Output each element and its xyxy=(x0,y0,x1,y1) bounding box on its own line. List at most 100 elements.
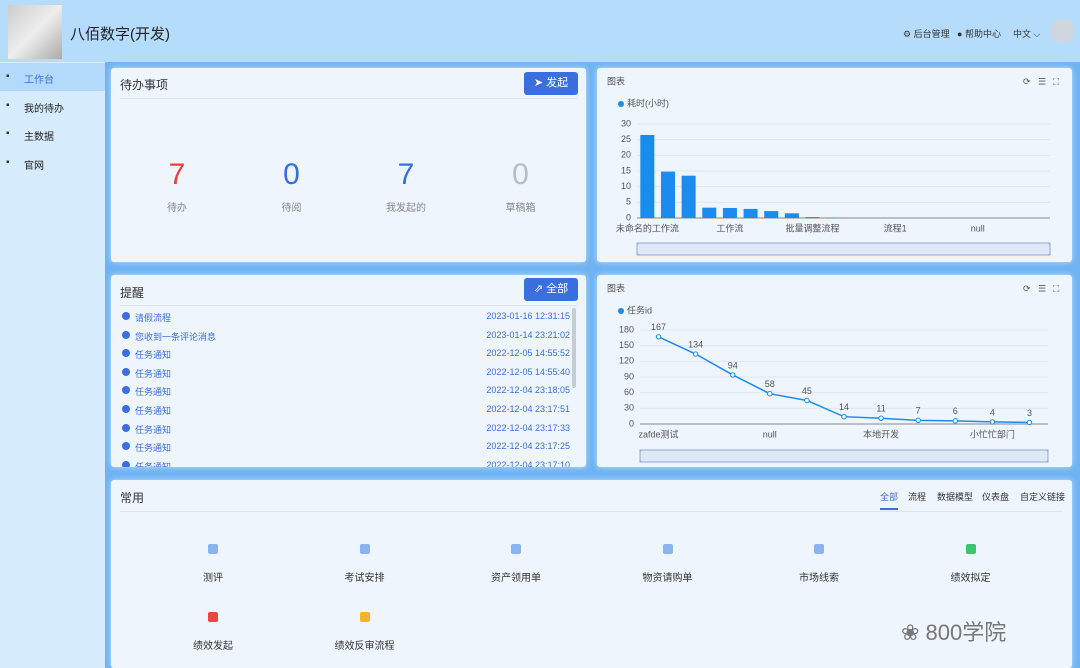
y-tick-label: 5 xyxy=(626,197,631,207)
zoom-handle[interactable] xyxy=(639,449,1049,463)
reminder-item[interactable]: 任务通知 2022-12-05 14:55:40 xyxy=(120,365,570,381)
bar xyxy=(722,207,737,218)
all-button[interactable]: ⇗ 全部 xyxy=(524,278,578,301)
point xyxy=(767,391,773,397)
y-tick-label: 0 xyxy=(626,212,631,222)
bar xyxy=(681,175,696,218)
bar xyxy=(660,171,675,218)
shortcut[interactable]: 物资请购单 xyxy=(618,544,718,584)
nav-item[interactable]: ▪ 工作台 xyxy=(0,63,105,91)
shortcut-icon xyxy=(359,544,370,554)
reminder-item[interactable]: 请假流程 2023-01-16 12:31:15 xyxy=(120,309,570,325)
reminder-time: 2023-01-16 12:31:15 xyxy=(486,311,570,321)
reminder-text: 任务通知 xyxy=(135,461,172,467)
separator xyxy=(120,511,1063,512)
reminder-icon xyxy=(122,386,130,395)
help-link[interactable]: ● 帮助中心 xyxy=(957,29,1001,39)
label: 后台管理 xyxy=(913,29,950,39)
shortcut-icon xyxy=(965,544,976,554)
tab[interactable]: 自定义链接 xyxy=(1020,492,1066,502)
stat-label: 待阅 xyxy=(281,203,302,214)
toolbar-icon[interactable]: ⛶ xyxy=(1052,283,1060,293)
legend-label: 耗时(小时) xyxy=(627,97,669,108)
label: 800学院 xyxy=(925,620,1007,645)
shortcut[interactable]: 测评 xyxy=(163,544,263,584)
start-button[interactable]: ➤ 发起 xyxy=(524,72,578,95)
reminder-item[interactable]: 任务通知 2022-12-04 23:17:25 xyxy=(120,439,570,455)
reminder-item[interactable]: 任务通知 2022-12-04 23:17:10 xyxy=(120,458,570,467)
reminder-time: 2023-01-14 23:21:02 xyxy=(486,329,570,340)
x-tick-label: 本地开发 xyxy=(863,428,899,439)
nav-item[interactable]: ▪ 主数据 xyxy=(0,120,105,148)
x-tick-label: 批量调整流程 xyxy=(786,222,840,233)
reminder-icon xyxy=(122,405,130,413)
tab[interactable]: 全部 xyxy=(880,492,899,502)
label: 发起 xyxy=(546,77,569,89)
zoom-handle[interactable] xyxy=(636,242,1051,256)
bar xyxy=(743,208,758,218)
y-tick-label: 150 xyxy=(619,340,634,350)
y-tick-label: 10 xyxy=(621,181,631,191)
shortcut[interactable]: 市场线索 xyxy=(769,544,869,584)
reminder-text: 任务通知 xyxy=(135,350,172,361)
shortcut-label: 绩效反审流程 xyxy=(334,641,395,652)
admin-link[interactable]: ⚙ 后台管理 xyxy=(903,29,950,39)
reminder-text: 您收到一条评论消息 xyxy=(135,331,217,342)
x-tick-label: 工作流 xyxy=(716,222,743,233)
header: 八佰数字(开发) ⚙ 后台管理 ● 帮助中心 中文 ⌵ xyxy=(0,0,1080,62)
reminder-item[interactable]: 您收到一条评论消息 2023-01-14 23:21:02 xyxy=(120,328,570,344)
tab[interactable]: 仪表盘 xyxy=(982,492,1010,502)
data-label: 134 xyxy=(688,339,703,349)
data-label: 45 xyxy=(802,386,812,396)
nav-item[interactable]: ▪ 官网 xyxy=(0,149,105,177)
point xyxy=(878,415,884,421)
shortcut[interactable]: 绩效拟定 xyxy=(921,544,1021,584)
scrollbar[interactable] xyxy=(572,308,576,388)
point xyxy=(730,372,736,378)
reminder-icon xyxy=(122,442,130,451)
nav-item[interactable]: ▪ 我的待办 xyxy=(0,92,105,120)
data-label: 11 xyxy=(876,404,885,414)
toolbar-icon[interactable]: ⟳ xyxy=(1023,283,1031,293)
shortcut[interactable]: 绩效发起 xyxy=(163,612,263,652)
reminder-item[interactable]: 任务通知 2022-12-04 23:18:05 xyxy=(120,383,570,399)
point xyxy=(692,351,699,357)
toolbar-icon[interactable]: ⛶ xyxy=(1052,76,1060,86)
reminder-item[interactable]: 任务通知 2022-12-04 23:17:51 xyxy=(120,402,570,418)
tab[interactable]: 数据模型 xyxy=(937,492,974,502)
shortcut-icon xyxy=(208,544,218,554)
toolbar-icon[interactable]: ☰ xyxy=(1038,76,1046,86)
avatar[interactable] xyxy=(1050,19,1074,43)
toolbar-icon[interactable]: ⟳ xyxy=(1023,76,1031,86)
reminder-item[interactable]: 任务通知 2022-12-04 23:17:33 xyxy=(120,421,570,437)
nav-icon: ▪ xyxy=(6,128,10,139)
toolbar-icon[interactable]: ☰ xyxy=(1038,283,1046,293)
reminder-icon xyxy=(122,330,130,339)
shortcut[interactable]: 绩效反审流程 xyxy=(315,612,415,652)
data-label: 7 xyxy=(916,406,921,416)
reminder-icon xyxy=(122,312,130,320)
reminder-item[interactable]: 任务通知 2022-12-05 14:55:52 xyxy=(120,346,570,362)
data-label: 167 xyxy=(651,322,666,332)
stat-value: 7 xyxy=(168,158,186,191)
x-tick-label: null xyxy=(763,429,777,439)
stat-label: 待办 xyxy=(167,203,187,214)
reminder-text: 任务通知 xyxy=(135,424,172,435)
reminder-text: 任务通知 xyxy=(135,387,172,398)
card-title: 待办事项 xyxy=(120,78,169,92)
shortcut[interactable]: 资产领用单 xyxy=(466,544,566,584)
data-label: 14 xyxy=(839,402,849,412)
y-tick-label: 60 xyxy=(624,387,634,397)
y-tick-label: 25 xyxy=(621,134,631,144)
reminder-time: 2022-12-04 23:17:33 xyxy=(486,422,570,433)
tab[interactable]: 流程 xyxy=(908,492,927,502)
card-title: 常用 xyxy=(120,491,145,505)
legend-swatch xyxy=(618,101,624,107)
language[interactable]: 中文 ⌵ xyxy=(1013,29,1041,39)
label: 中文 xyxy=(1013,29,1032,39)
shortcut-icon xyxy=(359,612,370,622)
shortcut[interactable]: 考试安排 xyxy=(315,544,415,584)
stat-label: 草稿箱 xyxy=(505,203,536,214)
data-label: 58 xyxy=(765,379,775,389)
